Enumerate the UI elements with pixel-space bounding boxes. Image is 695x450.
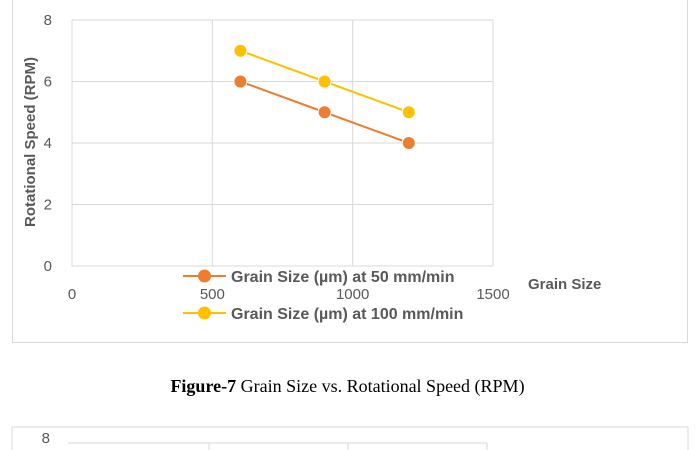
next-chart-fragment: 8 bbox=[11, 426, 689, 450]
data-point bbox=[317, 105, 332, 120]
y-tick-label: 6 bbox=[44, 74, 52, 91]
x-tick-label: 500 bbox=[200, 286, 225, 303]
legend-marker bbox=[198, 306, 211, 320]
x-tick-label: 1500 bbox=[476, 286, 509, 303]
y-axis-title: Rotational Speed (RPM) bbox=[22, 57, 39, 227]
data-point bbox=[233, 43, 248, 58]
legend: Grain Size (µm) at 50 mm/min Grain Size (… bbox=[183, 269, 463, 323]
series-layer bbox=[233, 43, 416, 150]
next-chart-y-tick: 8 bbox=[42, 430, 50, 447]
x-tick-label: 0 bbox=[68, 286, 76, 303]
chart-frame bbox=[12, 0, 688, 343]
data-point bbox=[317, 74, 332, 89]
data-point bbox=[401, 136, 416, 150]
data-point bbox=[401, 105, 416, 120]
figure-caption-text: Grain Size vs. Rotational Speed (RPM) bbox=[236, 376, 525, 396]
y-tick-label: 4 bbox=[44, 135, 52, 152]
x-axis-title: Grain Size bbox=[528, 276, 601, 293]
y-tick-label: 8 bbox=[44, 12, 52, 29]
x-tick-label: 1000 bbox=[336, 286, 369, 303]
legend-marker bbox=[198, 269, 211, 283]
legend-label: Grain Size (µm) at 100 mm/min bbox=[231, 306, 463, 323]
figure-caption: Figure-7 Grain Size vs. Rotational Speed… bbox=[0, 376, 695, 397]
y-tick-label: 2 bbox=[44, 197, 52, 214]
axis-layer: 0 2 4 6 8 0 500 1000 1500 bbox=[44, 12, 510, 303]
data-point bbox=[233, 74, 248, 89]
figure-label: Figure-7 bbox=[170, 376, 237, 396]
line-chart: 0 2 4 6 8 0 500 1000 1500 Grain Size (µm) at 50 … bbox=[22, 12, 601, 323]
y-tick-label: 0 bbox=[44, 258, 52, 275]
grid-layer bbox=[71, 19, 494, 267]
legend-label: Grain Size (µm) at 50 mm/min bbox=[231, 269, 455, 286]
